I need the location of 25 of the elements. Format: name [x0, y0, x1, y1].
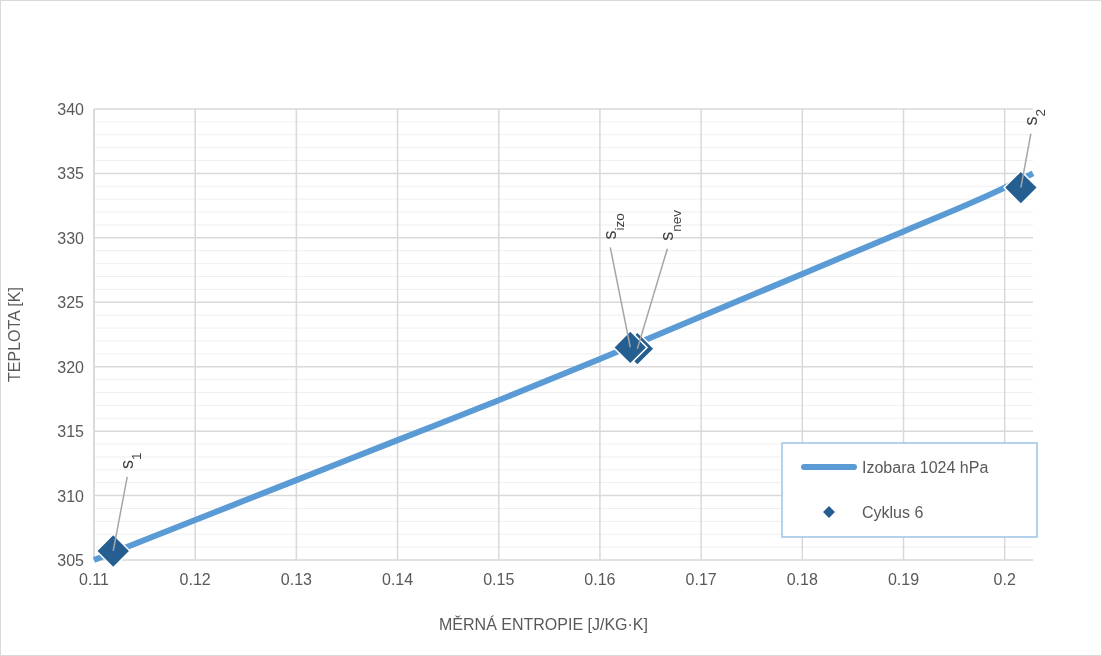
point	[1003, 170, 1039, 206]
x-axis-title: MĚRNÁ ENTROPIE [J/KG·K]	[439, 615, 648, 633]
x-tick-label: 0.11	[79, 571, 110, 588]
y-tick-label: 315	[57, 423, 85, 441]
y-tick-label: 335	[57, 165, 85, 183]
x-tick-label: 0.2	[993, 571, 1016, 588]
y-axis-title: TEPLOTA [K]	[6, 287, 23, 382]
x-tick-label: 0.17	[685, 571, 717, 588]
y-tick-label: 305	[57, 552, 85, 569]
x-tick-label: 0.16	[584, 571, 616, 588]
x-tick-label: 0.19	[887, 571, 920, 588]
legend-label: Cyklus 6	[862, 504, 924, 521]
legend-label: Izobara 1024 hPa	[862, 459, 989, 476]
x-tick-label: 0.15	[483, 571, 515, 588]
x-tick-label: 0.13	[280, 571, 313, 588]
point	[95, 533, 131, 569]
x-tick-label: 0.14	[381, 571, 414, 588]
y-tick-label: 320	[57, 358, 85, 376]
y-tick-label: 310	[57, 487, 85, 505]
x-tick-label: 0.18	[786, 571, 818, 588]
y-tick-label: 325	[57, 294, 85, 312]
x-tick-label: 0.12	[179, 571, 211, 588]
point	[612, 329, 648, 365]
y-tick-label: 340	[57, 101, 85, 118]
y-tick-label: 330	[57, 229, 85, 247]
